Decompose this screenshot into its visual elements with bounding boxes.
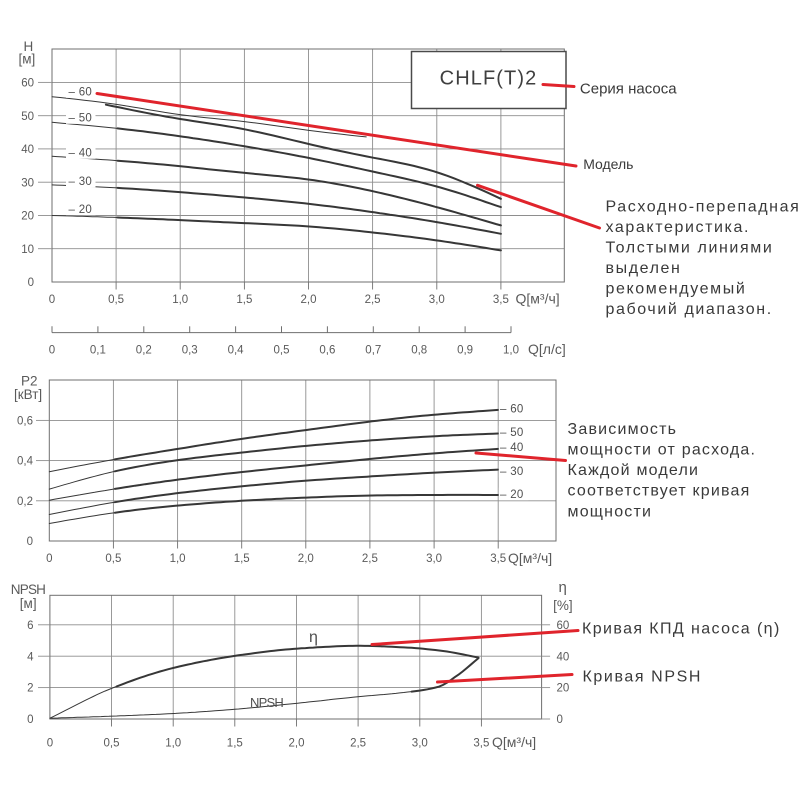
svg-text:Каждой модели: Каждой модели <box>568 462 700 479</box>
svg-text:3,5: 3,5 <box>490 553 506 565</box>
svg-text:η: η <box>559 579 567 596</box>
svg-text:2,0: 2,0 <box>289 738 305 750</box>
svg-text:0,3: 0,3 <box>182 345 198 357</box>
svg-text:NPSH: NPSH <box>250 695 283 710</box>
svg-text:Толстыми линиями: Толстыми линиями <box>606 240 774 257</box>
svg-text:Q[л/с]: Q[л/с] <box>528 341 566 357</box>
svg-text:0: 0 <box>27 536 33 548</box>
svg-text:0,5: 0,5 <box>274 345 290 357</box>
svg-text:– 30: – 30 <box>500 466 524 478</box>
svg-text:[м]: [м] <box>19 52 36 67</box>
svg-text:0,6: 0,6 <box>17 416 33 428</box>
svg-text:[%]: [%] <box>553 598 573 613</box>
svg-text:0: 0 <box>49 345 55 357</box>
svg-text:0,4: 0,4 <box>17 456 34 468</box>
svg-text:NPSH: NPSH <box>11 582 45 597</box>
svg-text:Q[м³/ч]: Q[м³/ч] <box>492 734 536 750</box>
svg-text:0,4: 0,4 <box>228 345 245 357</box>
svg-text:60: 60 <box>21 78 34 90</box>
svg-text:0: 0 <box>27 714 33 726</box>
svg-text:0: 0 <box>28 277 34 289</box>
svg-text:1,0: 1,0 <box>503 345 519 357</box>
svg-text:2,5: 2,5 <box>365 294 381 306</box>
svg-text:– 40: – 40 <box>500 442 524 454</box>
svg-text:Q[м³/ч]: Q[м³/ч] <box>516 291 560 307</box>
svg-text:P2: P2 <box>21 374 38 389</box>
svg-text:0: 0 <box>47 738 53 750</box>
svg-text:1,0: 1,0 <box>165 738 181 750</box>
svg-text:0,5: 0,5 <box>105 553 121 565</box>
svg-text:выделен: выделен <box>606 260 682 277</box>
svg-text:0,9: 0,9 <box>457 345 473 357</box>
svg-text:0: 0 <box>49 294 55 306</box>
svg-text:3,5: 3,5 <box>493 294 509 306</box>
svg-text:Зависимость: Зависимость <box>568 421 678 438</box>
svg-text:рабочий диапазон.: рабочий диапазон. <box>606 301 773 318</box>
svg-text:3,0: 3,0 <box>412 738 428 750</box>
svg-text:[кВт]: [кВт] <box>14 387 42 402</box>
svg-text:0,2: 0,2 <box>17 496 33 508</box>
svg-text:40: 40 <box>557 651 570 663</box>
svg-text:– 20: – 20 <box>500 489 524 501</box>
svg-text:4: 4 <box>27 651 34 663</box>
svg-text:10: 10 <box>21 244 34 256</box>
svg-text:– 60: – 60 <box>500 404 524 416</box>
svg-text:50: 50 <box>21 111 34 123</box>
svg-text:– 40: – 40 <box>69 148 93 160</box>
svg-text:η: η <box>309 629 318 646</box>
svg-text:40: 40 <box>21 144 34 156</box>
svg-text:60: 60 <box>557 620 570 632</box>
svg-text:0,5: 0,5 <box>108 294 124 306</box>
svg-text:H: H <box>24 39 34 54</box>
svg-text:20: 20 <box>557 683 570 695</box>
svg-text:Модель: Модель <box>583 156 633 172</box>
svg-text:2,5: 2,5 <box>350 738 366 750</box>
svg-text:20: 20 <box>21 211 34 223</box>
svg-text:0,8: 0,8 <box>411 345 427 357</box>
svg-text:Кривая NPSH: Кривая NPSH <box>583 669 703 686</box>
svg-text:2,0: 2,0 <box>298 553 314 565</box>
svg-text:Q[м³/ч]: Q[м³/ч] <box>508 550 552 566</box>
svg-text:Серия насоса: Серия насоса <box>580 81 677 98</box>
svg-text:2: 2 <box>27 683 33 695</box>
svg-text:1,5: 1,5 <box>227 738 243 750</box>
svg-text:рекомендуемый: рекомендуемый <box>606 281 747 298</box>
svg-text:30: 30 <box>21 177 34 189</box>
svg-text:0,1: 0,1 <box>90 345 106 357</box>
svg-text:0,5: 0,5 <box>104 738 120 750</box>
svg-text:CHLF(T)2: CHLF(T)2 <box>440 68 538 90</box>
svg-text:характеристика.: характеристика. <box>606 219 751 236</box>
svg-text:2,0: 2,0 <box>301 294 317 306</box>
svg-text:мощности: мощности <box>568 503 653 520</box>
svg-text:– 60: – 60 <box>69 87 93 99</box>
svg-text:0,7: 0,7 <box>365 345 381 357</box>
svg-text:0,6: 0,6 <box>319 345 335 357</box>
svg-text:2,5: 2,5 <box>362 553 378 565</box>
svg-text:1,5: 1,5 <box>236 294 252 306</box>
svg-text:мощности от расхода.: мощности от расхода. <box>568 442 757 459</box>
svg-text:– 50: – 50 <box>500 427 524 439</box>
svg-text:Кривая КПД насоса (η): Кривая КПД насоса (η) <box>582 620 781 637</box>
svg-text:1,0: 1,0 <box>172 294 188 306</box>
svg-text:3,0: 3,0 <box>426 553 442 565</box>
svg-text:0: 0 <box>46 553 52 565</box>
svg-text:1,5: 1,5 <box>234 553 250 565</box>
svg-text:0: 0 <box>557 714 563 726</box>
svg-text:3,5: 3,5 <box>473 738 489 750</box>
svg-text:0,2: 0,2 <box>136 345 152 357</box>
svg-text:– 30: – 30 <box>69 176 93 188</box>
svg-text:[м]: [м] <box>20 596 37 611</box>
svg-text:– 50: – 50 <box>69 113 93 125</box>
svg-text:соответствует кривая: соответствует кривая <box>568 483 751 500</box>
svg-text:– 20: – 20 <box>69 204 93 216</box>
svg-text:1,0: 1,0 <box>170 553 186 565</box>
svg-text:Расходно-перепадная: Расходно-перепадная <box>606 199 800 216</box>
svg-text:6: 6 <box>27 620 33 632</box>
svg-text:3,0: 3,0 <box>429 294 445 306</box>
